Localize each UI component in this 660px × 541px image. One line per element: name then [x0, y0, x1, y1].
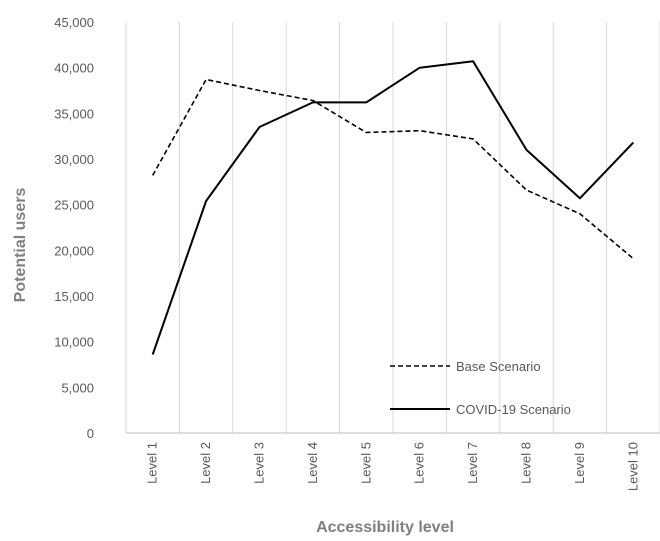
y-axis-tick-labels: 0 5,000 10,000 15,000 20,000 25,000 30,000 35,0…	[54, 15, 94, 441]
y-tick-label: 0	[87, 426, 94, 441]
x-tick-label: Level 10	[625, 442, 640, 491]
x-tick-label: Level 9	[572, 442, 587, 484]
legend: Base Scenario COVID-19 Scenario	[390, 359, 571, 417]
x-tick-label: Level 2	[198, 442, 213, 484]
series-lines	[151, 60, 635, 355]
legend-label-covid: COVID-19 Scenario	[456, 402, 571, 417]
x-tick-label: Level 3	[252, 442, 267, 484]
y-axis-title: Potential users	[12, 188, 29, 303]
series-line-covid	[151, 60, 635, 355]
y-tick-label: 20,000	[54, 243, 94, 258]
x-tick-label: Level 1	[145, 442, 160, 484]
y-tick-label: 5,000	[61, 380, 94, 395]
y-tick-label: 25,000	[54, 198, 94, 213]
y-tick-label: 15,000	[54, 289, 94, 304]
vertical-gridlines	[125, 22, 660, 433]
x-tick-label: Level 7	[465, 442, 480, 484]
y-tick-label: 40,000	[54, 61, 94, 76]
legend-label-base: Base Scenario	[456, 359, 541, 374]
series-line-base	[152, 78, 634, 260]
x-tick-label: Level 6	[412, 442, 427, 484]
x-tick-label: Level 4	[305, 442, 320, 484]
x-axis-title: Accessibility level	[316, 519, 454, 536]
x-tick-label: Level 8	[519, 442, 534, 484]
x-axis-tick-labels: Level 1 Level 2 Level 3 Level 4 Level 5 Level…	[145, 442, 641, 491]
y-tick-label: 30,000	[54, 152, 94, 167]
y-tick-label: 35,000	[54, 106, 94, 121]
y-tick-label: 45,000	[54, 15, 94, 30]
y-tick-label: 10,000	[54, 335, 94, 350]
x-tick-label: Level 5	[358, 442, 373, 484]
